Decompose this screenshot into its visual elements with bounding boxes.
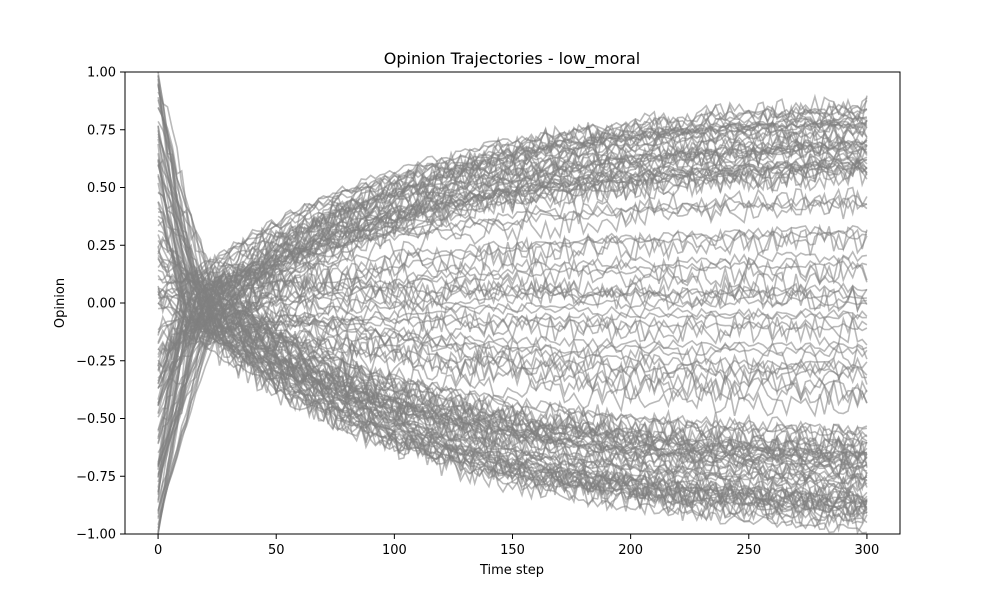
trajectory-line: [157, 116, 868, 493]
y-tick-label: −0.50: [76, 412, 116, 427]
trajectory-line: [157, 167, 868, 332]
trajectory-line: [157, 316, 868, 470]
x-tick-label: 200: [618, 543, 643, 558]
y-tick-label: −1.00: [76, 528, 116, 543]
trajectory-line: [157, 282, 868, 476]
trajectory-line: [157, 107, 868, 283]
x-tick-label: 150: [500, 543, 525, 558]
trajectory-line: [157, 294, 868, 467]
trajectory-line: [157, 182, 868, 461]
trajectory-line: [157, 254, 868, 298]
x-axis-title: Time step: [479, 563, 544, 578]
trajectory-line: [157, 290, 868, 418]
trajectory-line: [157, 264, 868, 463]
series-layer: [157, 71, 868, 535]
trajectory-line: [157, 186, 868, 308]
trajectory-line: [157, 309, 868, 458]
trajectory-line: [157, 300, 868, 533]
trajectory-line: [157, 157, 868, 418]
trajectory-line: [157, 159, 868, 511]
trajectory-line: [157, 225, 868, 483]
trajectory-line: [157, 294, 868, 529]
trajectory-line: [157, 85, 868, 526]
y-tick-label: 0.25: [87, 239, 116, 254]
chart-title: Opinion Trajectories - low_moral: [384, 49, 640, 69]
trajectory-line: [157, 294, 868, 518]
x-axis: 0 50 100 150 200 250 300: [154, 534, 879, 558]
trajectory-line: [157, 219, 868, 499]
y-tick-label: −0.25: [76, 354, 116, 369]
trajectory-line: [157, 138, 868, 329]
x-tick-label: 0: [154, 543, 162, 558]
trajectory-line: [157, 318, 867, 388]
x-tick-label: 50: [268, 543, 285, 558]
trajectory-line: [157, 122, 868, 334]
trajectory-line: [157, 119, 868, 400]
x-tick-label: 100: [382, 543, 407, 558]
trajectory-line: [157, 309, 868, 389]
trajectory-line: [157, 207, 867, 313]
y-tick-label: 1.00: [87, 66, 116, 81]
y-axis: −1.00 −0.75 −0.50 −0.25 0.00 0.25 0.50 0.75 1.00: [76, 66, 125, 543]
x-tick-label: 300: [855, 543, 880, 558]
trajectory-line: [157, 133, 868, 324]
trajectory-line: [157, 158, 868, 299]
x-tick-label: 250: [736, 543, 761, 558]
trajectory-line: [157, 297, 868, 493]
y-tick-label: −0.75: [76, 470, 116, 485]
trajectory-line: [157, 128, 868, 334]
trajectory-line: [157, 164, 868, 492]
y-axis-title: Opinion: [53, 278, 68, 328]
y-tick-label: 0.50: [87, 181, 116, 196]
y-tick-label: 0.75: [87, 123, 116, 138]
y-tick-label: 0.00: [87, 297, 116, 312]
